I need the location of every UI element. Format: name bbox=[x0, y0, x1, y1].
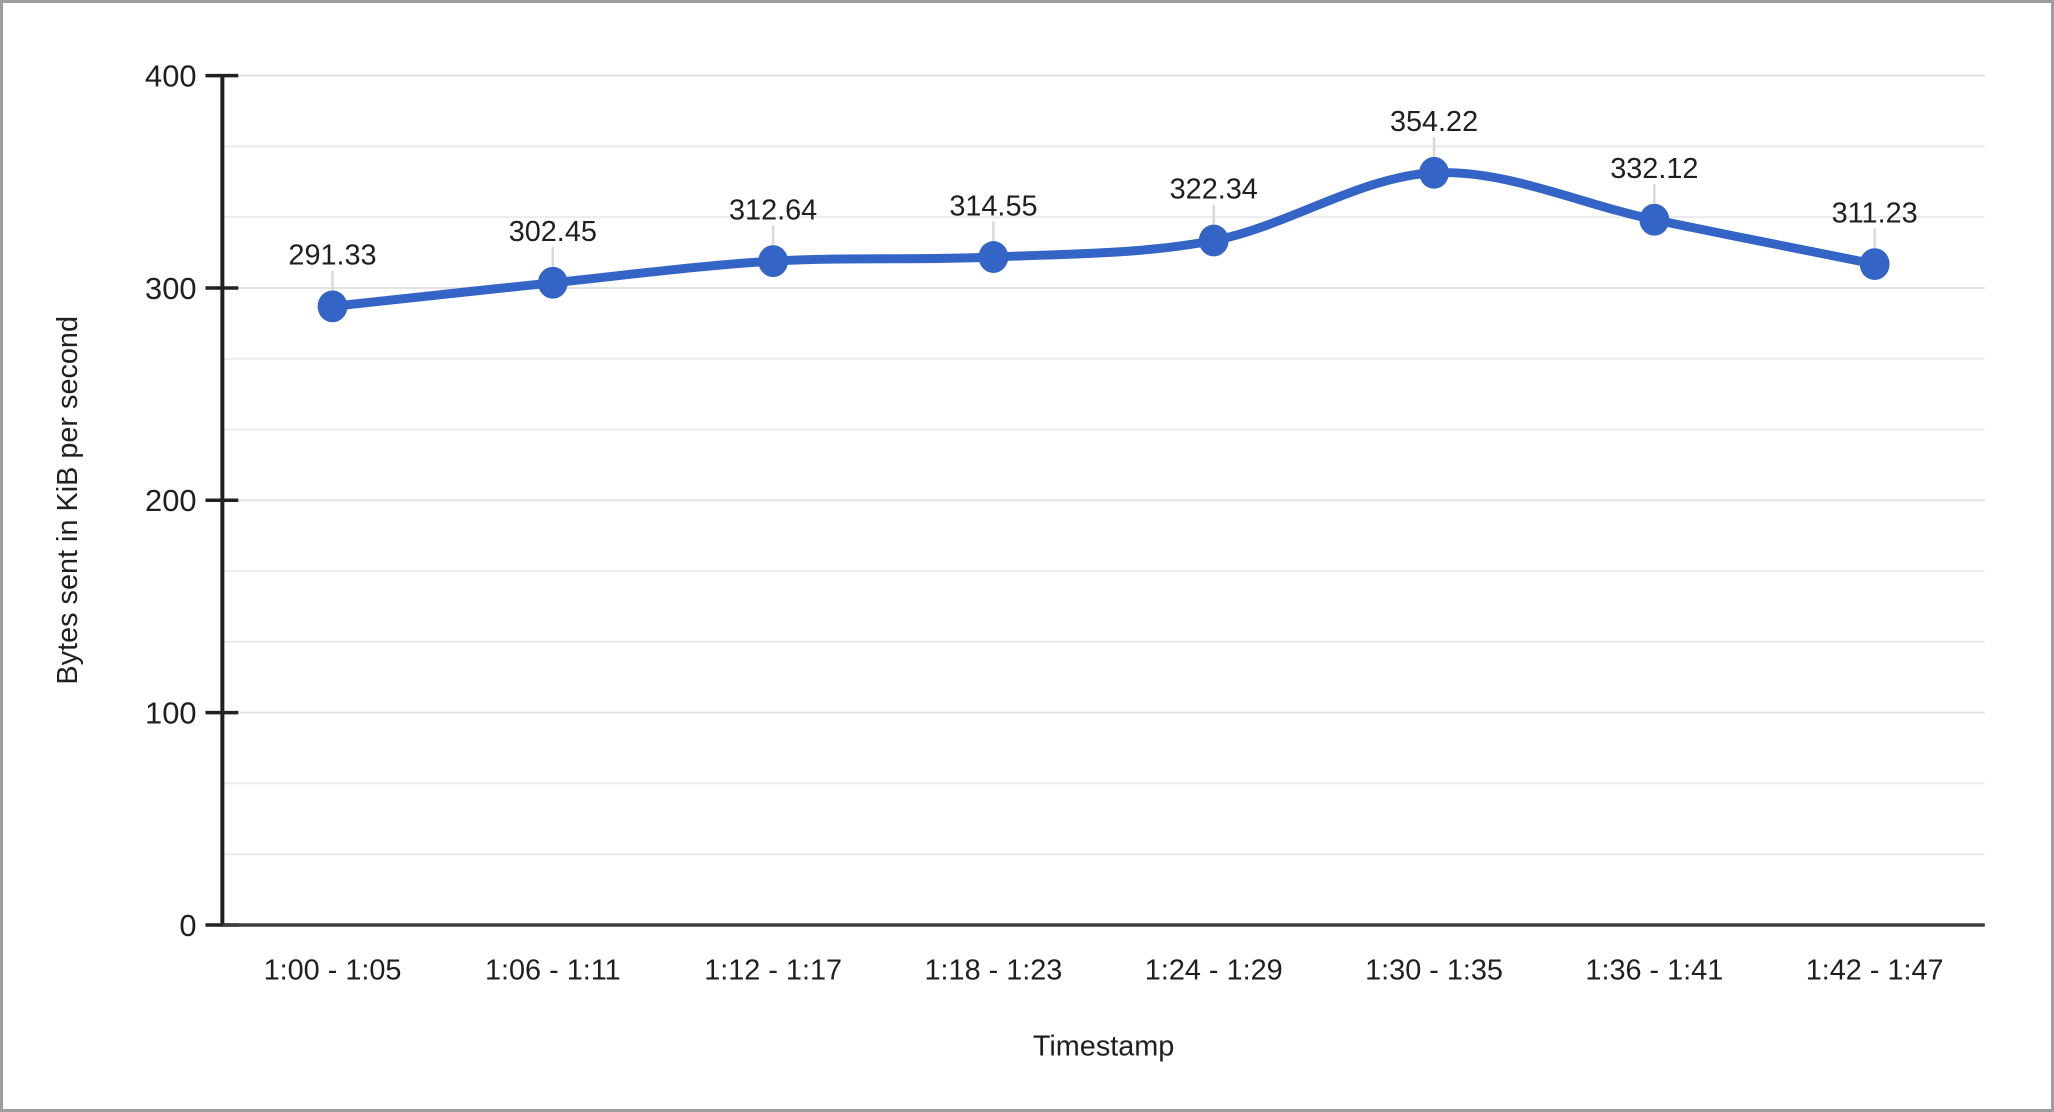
y-tick-label: 0 bbox=[179, 908, 196, 943]
x-axis-title: Timestamp bbox=[1033, 1030, 1175, 1062]
data-point-marker[interactable] bbox=[317, 290, 348, 323]
line-chart-figure: 291.33 302.45 312.64 314.55 322.34 354.22 332.… bbox=[3, 3, 2051, 1109]
data-point-label: 312.64 bbox=[729, 194, 817, 226]
line-chart-canvas: 291.33 302.45 312.64 314.55 322.34 354.22 332.… bbox=[52, 59, 1985, 1062]
y-tick-label: 200 bbox=[145, 483, 196, 518]
data-point-label: 354.22 bbox=[1390, 106, 1478, 138]
y-tick-label: 300 bbox=[145, 271, 196, 306]
data-point-marker[interactable] bbox=[978, 241, 1009, 273]
data-point-marker[interactable] bbox=[1198, 224, 1229, 257]
x-category-label: 1:12 - 1:17 bbox=[704, 955, 842, 987]
x-category-label: 1:42 - 1:47 bbox=[1806, 955, 1944, 987]
data-point-marker[interactable] bbox=[1859, 248, 1890, 281]
x-category-label: 1:36 - 1:41 bbox=[1585, 955, 1723, 987]
x-category-label: 1:18 - 1:23 bbox=[925, 955, 1063, 987]
data-point-marker[interactable] bbox=[1639, 203, 1670, 236]
x-category-label: 1:30 - 1:35 bbox=[1365, 955, 1503, 987]
x-category-label: 1:24 - 1:29 bbox=[1145, 955, 1283, 987]
data-point-marker[interactable] bbox=[1419, 156, 1449, 189]
data-point-label: 332.12 bbox=[1610, 153, 1698, 185]
y-tick-label: 400 bbox=[145, 59, 196, 94]
x-category-label: 1:06 - 1:11 bbox=[485, 955, 621, 987]
data-point-label: 311.23 bbox=[1832, 197, 1918, 229]
data-point-marker[interactable] bbox=[537, 266, 568, 299]
data-point-label: 314.55 bbox=[949, 190, 1037, 222]
series-line bbox=[328, 168, 1880, 311]
y-tick-label: 100 bbox=[145, 696, 196, 731]
x-category-label: 1:00 - 1:05 bbox=[264, 955, 402, 987]
data-point-label: 291.33 bbox=[288, 240, 376, 272]
data-point-label: 302.45 bbox=[509, 216, 597, 248]
data-point-label: 322.34 bbox=[1170, 174, 1258, 206]
data-point-marker[interactable] bbox=[758, 245, 789, 278]
y-axis-title: Bytes sent in KiB per second bbox=[52, 316, 84, 685]
